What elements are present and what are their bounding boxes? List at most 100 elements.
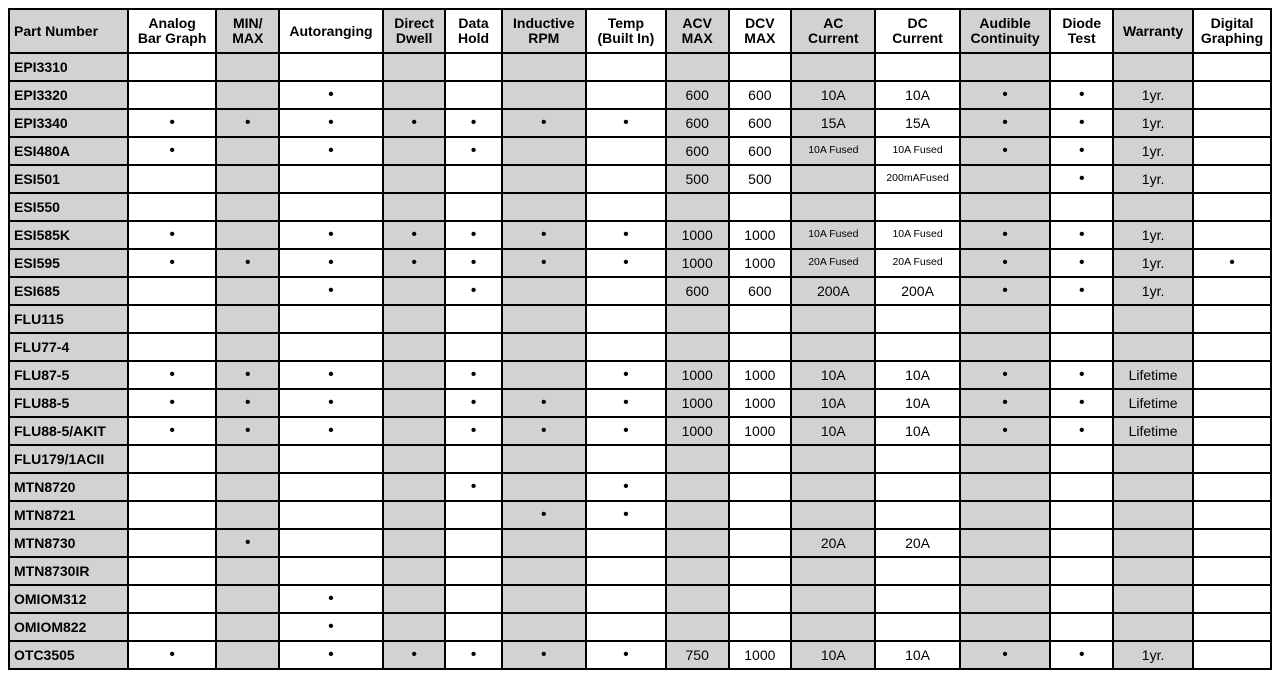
header-text: MAX bbox=[682, 30, 713, 46]
table-cell bbox=[279, 557, 383, 585]
table-cell bbox=[875, 193, 959, 221]
part-number-cell: EPI3310 bbox=[9, 53, 128, 81]
table-cell: 1yr. bbox=[1113, 249, 1193, 277]
table-cell bbox=[128, 529, 217, 557]
table-cell bbox=[502, 193, 586, 221]
table-cell bbox=[216, 585, 279, 613]
col-header: DiodeTest bbox=[1050, 9, 1113, 53]
table-cell: • bbox=[502, 249, 586, 277]
table-cell bbox=[445, 165, 501, 193]
table-cell bbox=[216, 613, 279, 641]
table-cell: • bbox=[960, 641, 1051, 669]
header-text: MIN/ bbox=[233, 15, 263, 31]
table-cell: • bbox=[1050, 221, 1113, 249]
table-cell bbox=[791, 53, 875, 81]
table-cell bbox=[791, 445, 875, 473]
table-cell bbox=[1193, 585, 1271, 613]
table-cell: • bbox=[502, 221, 586, 249]
table-cell: • bbox=[502, 389, 586, 417]
table-cell: • bbox=[445, 641, 501, 669]
table-cell bbox=[875, 557, 959, 585]
table-cell bbox=[128, 81, 217, 109]
table-cell: • bbox=[383, 641, 446, 669]
table-cell bbox=[502, 613, 586, 641]
table-cell: • bbox=[1050, 389, 1113, 417]
table-cell: • bbox=[279, 81, 383, 109]
table-cell: 600 bbox=[666, 277, 729, 305]
header-text: AC bbox=[823, 15, 843, 31]
table-cell bbox=[586, 557, 666, 585]
table-cell: • bbox=[502, 501, 586, 529]
table-cell bbox=[383, 501, 446, 529]
table-row: EPI3340•••••••60060015A15A••1yr. bbox=[9, 109, 1271, 137]
table-cell bbox=[1193, 473, 1271, 501]
table-cell bbox=[729, 557, 792, 585]
table-cell: Lifetime bbox=[1113, 417, 1193, 445]
table-cell: • bbox=[586, 221, 666, 249]
table-cell bbox=[1193, 165, 1271, 193]
table-cell: 1000 bbox=[729, 221, 792, 249]
table-cell: • bbox=[445, 417, 501, 445]
table-cell bbox=[128, 193, 217, 221]
table-cell: • bbox=[586, 641, 666, 669]
header-text: DC bbox=[907, 15, 927, 31]
table-cell: • bbox=[128, 249, 217, 277]
table-cell: 10A bbox=[791, 389, 875, 417]
table-cell bbox=[729, 193, 792, 221]
table-cell bbox=[875, 501, 959, 529]
table-cell bbox=[216, 53, 279, 81]
table-cell: • bbox=[960, 109, 1051, 137]
table-cell: Lifetime bbox=[1113, 389, 1193, 417]
table-cell bbox=[960, 557, 1051, 585]
part-number-cell: MTN8730IR bbox=[9, 557, 128, 585]
col-header: DirectDwell bbox=[383, 9, 446, 53]
table-cell: 10A bbox=[875, 641, 959, 669]
table-cell bbox=[445, 529, 501, 557]
table-cell bbox=[666, 193, 729, 221]
table-cell: • bbox=[216, 109, 279, 137]
table-cell bbox=[279, 165, 383, 193]
table-cell bbox=[1050, 53, 1113, 81]
table-cell bbox=[383, 585, 446, 613]
table-cell bbox=[960, 529, 1051, 557]
table-cell bbox=[279, 333, 383, 361]
table-cell bbox=[279, 501, 383, 529]
table-cell: 1000 bbox=[729, 417, 792, 445]
table-cell bbox=[383, 389, 446, 417]
table-cell bbox=[586, 613, 666, 641]
table-cell bbox=[1113, 529, 1193, 557]
table-cell bbox=[1193, 137, 1271, 165]
table-cell bbox=[128, 501, 217, 529]
header-text: MAX bbox=[744, 30, 775, 46]
table-row: MTN8730•20A20A bbox=[9, 529, 1271, 557]
table-row: OMIOM822• bbox=[9, 613, 1271, 641]
table-cell bbox=[1113, 501, 1193, 529]
table-row: OTC3505••••••750100010A10A••1yr. bbox=[9, 641, 1271, 669]
table-cell bbox=[502, 361, 586, 389]
table-cell bbox=[383, 53, 446, 81]
part-number-cell: EPI3340 bbox=[9, 109, 128, 137]
table-cell bbox=[445, 53, 501, 81]
table-cell bbox=[960, 53, 1051, 81]
table-cell bbox=[729, 53, 792, 81]
table-cell: 200mAFused bbox=[875, 165, 959, 193]
table-cell bbox=[216, 557, 279, 585]
table-cell: 1000 bbox=[729, 389, 792, 417]
table-cell bbox=[383, 361, 446, 389]
table-cell bbox=[216, 137, 279, 165]
table-cell: 1yr. bbox=[1113, 109, 1193, 137]
table-cell bbox=[960, 305, 1051, 333]
table-cell bbox=[279, 473, 383, 501]
table-cell: 15A bbox=[791, 109, 875, 137]
table-cell: • bbox=[586, 417, 666, 445]
table-cell bbox=[128, 333, 217, 361]
header-text: Graphing bbox=[1201, 30, 1263, 46]
table-cell bbox=[1050, 585, 1113, 613]
table-cell bbox=[666, 501, 729, 529]
header-text: Bar Graph bbox=[138, 30, 206, 46]
table-cell bbox=[128, 305, 217, 333]
table-row: MTN8730IR bbox=[9, 557, 1271, 585]
table-cell bbox=[586, 333, 666, 361]
table-cell: 20A Fused bbox=[875, 249, 959, 277]
table-cell: 600 bbox=[666, 137, 729, 165]
